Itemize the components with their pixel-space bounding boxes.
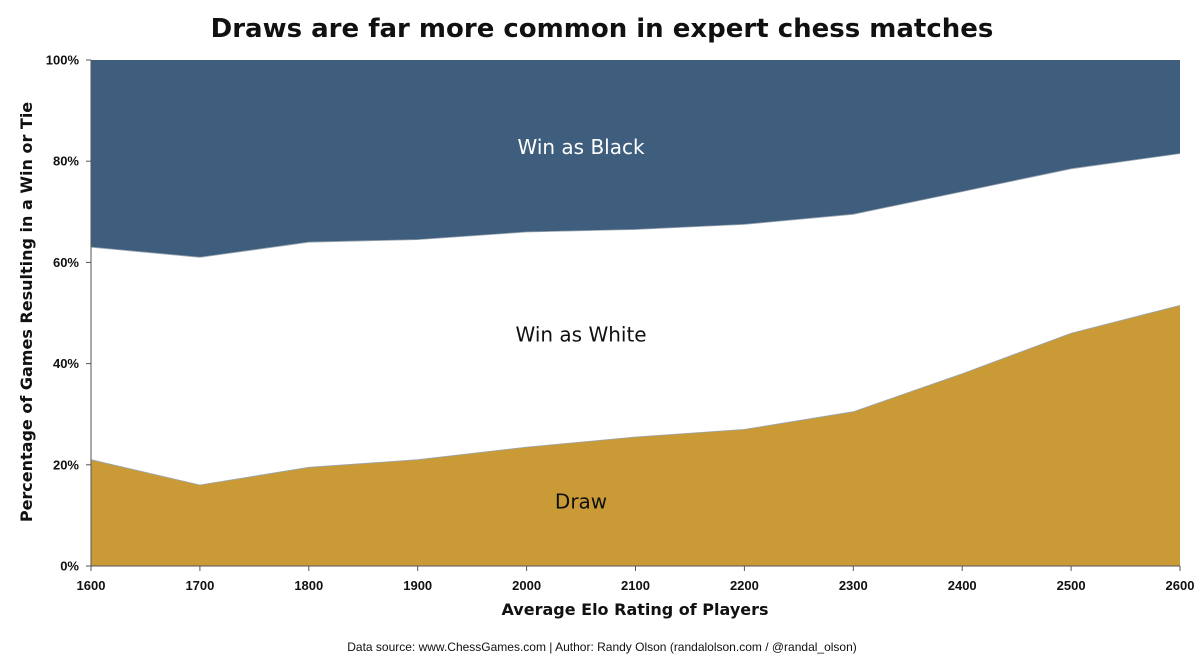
x-axis-title: Average Elo Rating of Players xyxy=(501,600,768,619)
x-tick-label: 1600 xyxy=(77,578,106,593)
x-tick-label: 2400 xyxy=(948,578,977,593)
x-tick-label: 1700 xyxy=(185,578,214,593)
y-tick-label: 20% xyxy=(53,457,79,472)
area-band-win-as-white xyxy=(91,153,1180,485)
source-note: Data source: www.ChessGames.com | Author… xyxy=(347,640,857,654)
x-tick-label: 1900 xyxy=(403,578,432,593)
x-tick-label: 2000 xyxy=(512,578,541,593)
boundary-line-win-as-white xyxy=(90,153,1181,258)
y-axis-ticks: 0% 20% 40% 60% 80% 100% xyxy=(46,53,91,574)
chart-title: Draws are far more common in expert ches… xyxy=(211,14,994,44)
y-tick-label: 0% xyxy=(60,559,79,574)
x-axis-ticks: 1600 1700 1800 1900 2000 2100 2200 2300 2400 2500… xyxy=(77,566,1195,593)
y-tick-label: 100% xyxy=(46,53,80,68)
x-tick-label: 2500 xyxy=(1057,578,1086,593)
x-tick-label: 2100 xyxy=(621,578,650,593)
series-label-win-as-black: Win as Black xyxy=(518,135,645,159)
series-labels: Draw Win as White Win as Black xyxy=(515,135,646,513)
y-tick-label: 80% xyxy=(53,154,79,169)
x-tick-label: 1800 xyxy=(294,578,323,593)
y-tick-label: 60% xyxy=(53,255,79,270)
series-label-draw: Draw xyxy=(555,489,607,513)
area-band-win-as-black xyxy=(91,60,1180,258)
x-tick-label: 2200 xyxy=(730,578,759,593)
x-tick-label: 2300 xyxy=(839,578,868,593)
x-tick-label: 2600 xyxy=(1166,578,1195,593)
area-band-draw xyxy=(91,305,1180,566)
y-tick-label: 40% xyxy=(53,356,79,371)
y-axis-title: Percentage of Games Resulting in a Win o… xyxy=(17,102,36,522)
boundary-line-draw xyxy=(90,305,1181,486)
plot-area xyxy=(90,60,1181,567)
series-label-win-as-white: Win as White xyxy=(515,322,646,346)
